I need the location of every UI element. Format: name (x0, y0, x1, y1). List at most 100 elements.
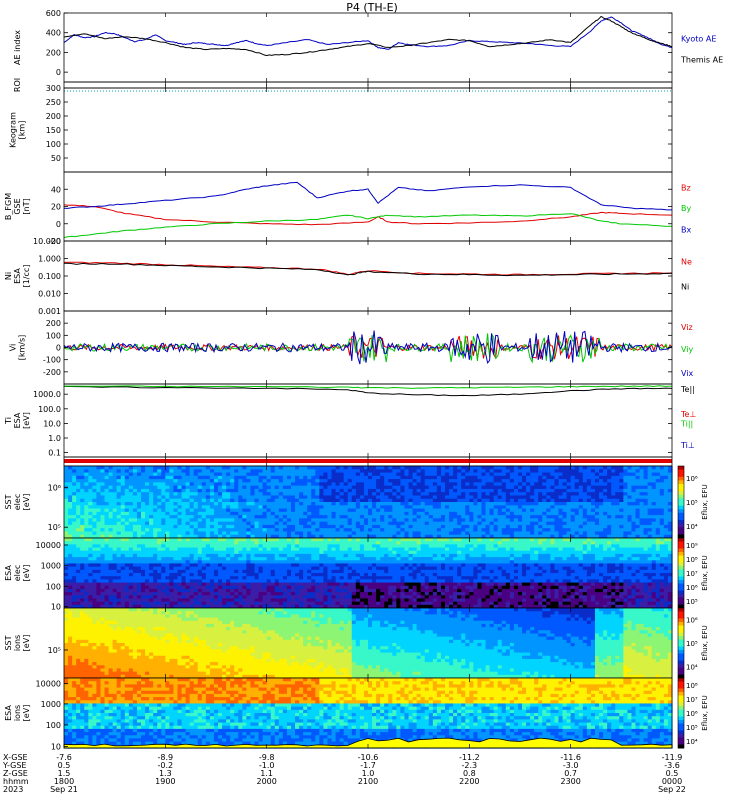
spectrogram-cell (72, 508, 77, 513)
spectrogram-cell (68, 521, 73, 526)
spectrogram-cell (246, 475, 252, 480)
y-axis-label: AE index (13, 30, 22, 65)
spectrogram-cell (165, 502, 170, 506)
spectrogram-cell (124, 518, 130, 523)
spectrogram-cell (80, 521, 85, 526)
spectrogram-cell (193, 505, 199, 510)
spectrogram-cell (181, 482, 187, 487)
spectrogram-cell (161, 472, 166, 477)
spectrogram-cell (246, 528, 252, 533)
spectrogram-cell (141, 492, 146, 497)
spectrogram-cell (153, 524, 158, 529)
spectrogram-cell (116, 505, 122, 510)
spectrogram-cell (128, 475, 134, 480)
spectrogram-cell (270, 511, 276, 516)
spectrogram-cell (68, 518, 73, 523)
spectrogram-cell (181, 475, 187, 480)
spectrogram-cell (157, 495, 162, 500)
spectrogram-cell (205, 479, 211, 483)
spectrogram-cell (201, 518, 207, 523)
y-tick-label: 10.0 (43, 419, 61, 428)
series-line-ti (64, 385, 673, 389)
spectrogram-cell (254, 466, 260, 470)
spectrogram-cell (242, 524, 247, 529)
spectrogram-cell (112, 531, 118, 536)
panel-frame (63, 171, 673, 242)
spectrogram-cell (242, 508, 247, 513)
colorbar-swatch (678, 480, 684, 485)
spectrogram-cell (88, 515, 93, 519)
spectrogram-cell (72, 469, 77, 474)
spectrogram-cell (112, 528, 118, 533)
spectrogram-cell (128, 488, 134, 493)
spectrogram-cell (112, 521, 118, 526)
spectrogram-cell (149, 498, 154, 503)
spectrogram-cell (201, 488, 207, 493)
spectrogram-cell (104, 475, 110, 480)
spectrogram-cell (165, 508, 170, 513)
spectrogram-cell (173, 521, 179, 526)
spectrogram-cell (136, 485, 142, 490)
spectrogram-cell (153, 508, 158, 513)
spectrogram-cell (116, 508, 122, 513)
panel-frame (63, 12, 673, 83)
spectrogram-cell (254, 492, 260, 497)
spectrogram-cell (189, 482, 195, 487)
spectrogram-cell (72, 475, 77, 480)
spectrogram-cell (104, 521, 110, 526)
spectrogram-cell (189, 508, 195, 513)
spectrogram-cell (238, 492, 243, 497)
spectrogram-cell (108, 488, 114, 493)
colorbar-swatch (678, 484, 684, 489)
spectrogram-cell (181, 495, 187, 500)
spectrogram-cell (96, 485, 102, 490)
spectrogram-cell (149, 515, 154, 519)
colorbar-swatch (678, 530, 684, 535)
spectrogram-cell (246, 524, 252, 529)
spectrogram-cell (96, 528, 102, 533)
spectrogram-cell (197, 482, 203, 487)
spectrogram-cell (181, 524, 187, 529)
spectrogram-cell (88, 528, 93, 533)
spectrogram-cell (266, 524, 272, 529)
spectrogram-cell (205, 482, 211, 487)
spectrogram-cell (218, 531, 223, 536)
spectrogram-cell (157, 485, 162, 490)
spectrogram-cell (262, 511, 268, 516)
spectrogram-cell (213, 502, 219, 506)
spectrogram-cell (193, 534, 199, 539)
spectrogram-cell (254, 531, 260, 536)
spectrogram-cell (185, 528, 191, 533)
spectrogram-cell (149, 495, 154, 500)
spectrogram-cell (209, 479, 215, 483)
spectrogram-cell (258, 485, 264, 490)
spectrogram-cell (145, 482, 150, 487)
spectrogram-cell (201, 515, 207, 519)
spectrogram-cell (161, 521, 166, 526)
y-tick-label: 0.010 (38, 290, 61, 299)
spectrogram-cell (108, 475, 114, 480)
spectrogram-cell (100, 479, 106, 483)
spectrogram-cell (149, 472, 154, 477)
spectrogram-cell (177, 495, 183, 500)
spectrogram-cell (149, 488, 154, 493)
spectrogram-cell (145, 485, 150, 490)
spectrogram-cell (177, 515, 183, 519)
y-axis-label: ESA (13, 412, 22, 428)
spectrogram-cell (274, 502, 280, 506)
spectrogram-cell (165, 482, 170, 487)
spectrogram-cell (254, 524, 260, 529)
spectrogram-cell (153, 534, 158, 539)
spectrogram-cell (238, 524, 243, 529)
spectrogram-cell (132, 524, 138, 529)
spectrogram-cell (80, 515, 85, 519)
spectrogram-cell (132, 475, 138, 480)
spectrogram-cell (197, 518, 203, 523)
spectrogram-cell (222, 528, 227, 533)
spectrogram-cell (72, 521, 77, 526)
spectrogram-cell (100, 495, 106, 500)
spectrogram-cell (120, 528, 126, 533)
spectrogram-cell (254, 518, 260, 523)
spectrogram-cell (238, 498, 243, 503)
